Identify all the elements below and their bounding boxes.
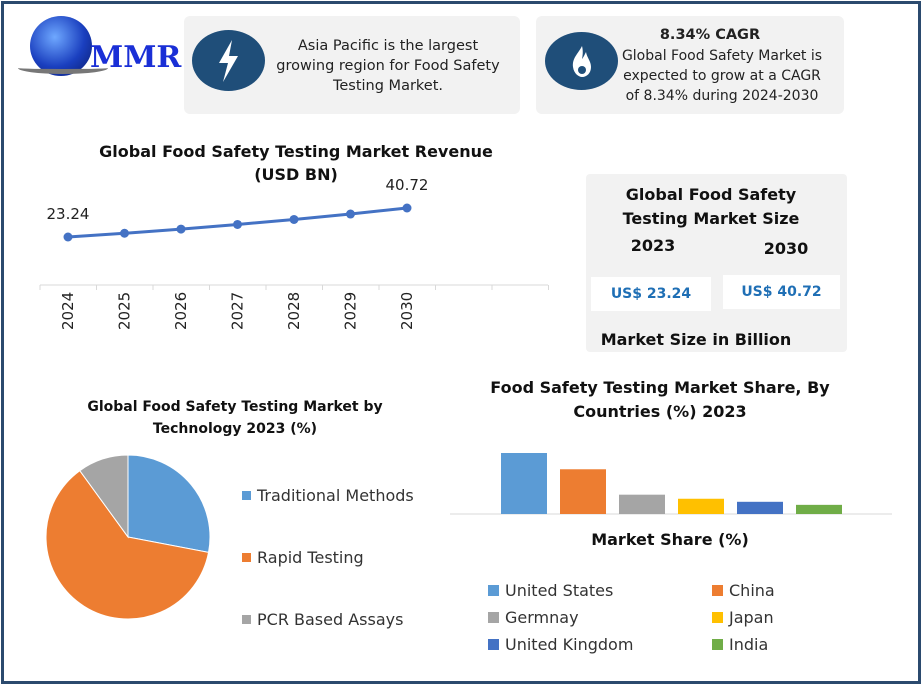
data-label: 40.72 [386,176,429,194]
pie-slice-rapid-testing [45,469,210,620]
bar-legend-item: India [712,635,768,654]
mmr-logo: MMR [14,14,181,79]
legend-label: India [729,635,769,654]
legend-label: PCR Based Assays [257,610,404,629]
legend-swatch [242,553,251,562]
market-size-footer: Market Size in Billion [600,330,792,349]
pie-slice-pcr-based-assays [79,454,129,539]
x-tick-label: 2028 [285,292,303,330]
info-card-region-text: Asia Pacific is the largest growing regi… [276,38,500,94]
data-point-2024 [63,232,73,242]
data-point-2030 [402,203,412,213]
value-2030: US$ 40.72 [723,275,840,309]
legend-label: China [729,581,775,600]
legend-swatch [242,615,251,624]
legend-swatch [712,612,723,623]
x-tick-label: 2029 [342,292,360,330]
x-tick-label: 2027 [229,292,247,330]
legend-swatch [242,491,251,500]
bar-chart-xlabel: Market Share (%) [591,530,749,549]
legend-label: Japan [729,608,774,627]
legend-label: Rapid Testing [257,548,364,567]
legend-swatch [712,639,723,650]
pie-legend-item: Traditional Methods [242,486,414,505]
bar-united-states [501,453,547,514]
bar-china [560,469,606,514]
line-chart-title: Global Food Safety Testing Market Revenu… [99,142,493,184]
value-2023: US$ 23.24 [591,277,711,311]
bar-chart-title: Food Safety Testing Market Share, By Cou… [490,378,830,421]
legend-label: Germnay [505,608,579,627]
logo-text: MMR [90,40,182,75]
bar-legend-item: China [712,581,775,600]
cagr-title: 8.34% CAGR [659,27,761,43]
x-tick-label: 2025 [116,292,134,330]
x-tick-label: 2026 [172,292,190,330]
bar-united-kingdom [737,501,783,514]
market-size-title: Global Food Safety Testing Market Size [622,185,800,228]
flame-icon [545,32,618,90]
bar-legend-item: United States [488,581,613,600]
bar-legend-item: Germnay [488,608,579,627]
country-bar-chart [450,453,892,515]
legend-swatch [712,585,723,596]
revenue-line-chart: 2024 23.24 2025 2026 2027 2028 2029 2030 40.72 [39,176,549,330]
legend-swatch [488,612,499,623]
legend-label: United Kingdom [505,635,634,654]
market-size-card [586,174,847,352]
pie-legend-item: PCR Based Assays [242,610,403,629]
lightning-icon [192,30,265,91]
technology-pie-chart [45,454,211,620]
bar-legend-item: Japan [712,608,774,627]
pie-slice-traditional-methods [127,454,211,553]
legend-label: United States [505,581,614,600]
cagr-text: Global Food Safety Market is expected to… [621,48,823,104]
data-point-2025 [120,228,129,238]
data-point-2028 [289,214,299,224]
legend-label: Traditional Methods [257,486,414,505]
legend-swatch [488,639,499,650]
year-2030: 2030 [763,239,809,258]
data-label: 23.24 [47,205,90,223]
bar-india [796,504,842,514]
bar-japan [678,498,724,514]
x-tick-label: 2024 [59,292,77,330]
year-2023: 2023 [630,236,676,255]
bar-legend-item: United Kingdom [488,635,633,654]
pie-legend-item: Rapid Testing [242,548,364,567]
data-point-2026 [176,224,186,234]
bar-germnay [619,494,665,514]
swoosh [18,62,108,74]
data-point-2029 [346,209,355,219]
data-point-2027 [233,219,242,229]
pie-chart-title: Global Food Safety Testing Market by Tec… [87,399,383,437]
legend-swatch [488,585,499,596]
x-tick-label: 2030 [398,292,416,330]
